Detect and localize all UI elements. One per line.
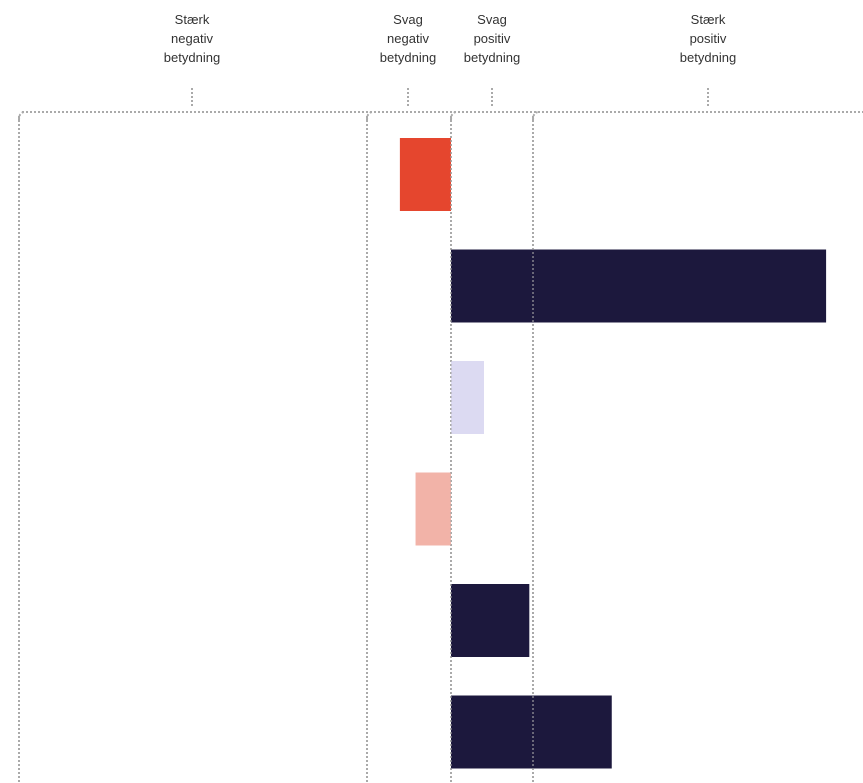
zone-label-line: betydning [380,50,436,65]
zone-label-line: betydning [164,50,220,65]
zone-label-line: positiv [474,31,511,46]
bars [366,116,827,783]
zone-label-weak-positive: Svag positiv betydning [464,12,520,65]
zone-label-line: Svag [393,12,423,27]
zone-corner [450,111,458,121]
zone-label-line: Stærk [175,12,210,27]
zone-label-line: Svag [477,12,507,27]
zone-label-strong-negative: Stærk negativ betydning [164,12,220,65]
zone-label-line: positiv [690,31,727,46]
bar-4 [415,472,451,546]
zone-label-weak-negative: Svag negativ betydning [380,12,436,65]
zone-label-line: betydning [464,50,520,65]
zone-corner [18,111,26,121]
bar-2 [451,249,827,323]
bar-5 [451,584,530,657]
bar-6 [451,695,612,769]
bar-1 [399,138,451,211]
zone-label-strong-positive: Stærk positiv betydning [680,12,736,65]
zone-corner [532,111,540,121]
zone-corner [366,111,374,121]
zone-label-line: Stærk [691,12,726,27]
zone-label-line: betydning [680,50,736,65]
zone-label-line: negativ [387,31,429,46]
bar-3 [451,361,484,434]
zone-headers: Stærk negativ betydning Svag negativ betydnin… [164,12,736,65]
zone-label-line: negativ [171,31,213,46]
